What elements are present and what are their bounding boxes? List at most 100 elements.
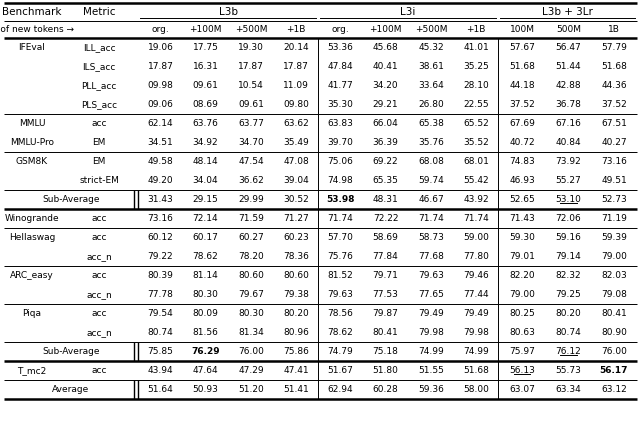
Text: GSM8K: GSM8K	[16, 157, 48, 166]
Text: 51.41: 51.41	[283, 385, 309, 394]
Text: 79.98: 79.98	[418, 328, 444, 337]
Text: 34.92: 34.92	[193, 138, 218, 147]
Text: 51.68: 51.68	[463, 366, 489, 375]
Text: 09.98: 09.98	[148, 81, 173, 90]
Text: 41.01: 41.01	[463, 43, 489, 52]
Text: 74.98: 74.98	[328, 176, 353, 185]
Text: 36.78: 36.78	[556, 100, 581, 109]
Text: 80.60: 80.60	[283, 271, 309, 280]
Text: 75.76: 75.76	[328, 252, 353, 261]
Text: 35.49: 35.49	[283, 138, 309, 147]
Text: EM: EM	[92, 138, 106, 147]
Text: 52.65: 52.65	[509, 195, 535, 204]
Text: 44.36: 44.36	[601, 81, 627, 90]
Text: 36.39: 36.39	[372, 138, 399, 147]
Text: 81.34: 81.34	[238, 328, 264, 337]
Text: 79.22: 79.22	[148, 252, 173, 261]
Text: 79.00: 79.00	[509, 290, 535, 299]
Text: 09.61: 09.61	[238, 100, 264, 109]
Text: 71.74: 71.74	[328, 214, 353, 223]
Text: 60.23: 60.23	[283, 233, 309, 242]
Text: 59.30: 59.30	[509, 233, 535, 242]
Text: 46.93: 46.93	[509, 176, 535, 185]
Text: 62.94: 62.94	[328, 385, 353, 394]
Text: acc: acc	[92, 366, 107, 375]
Text: 48.31: 48.31	[372, 195, 398, 204]
Text: 34.51: 34.51	[148, 138, 173, 147]
Text: 17.75: 17.75	[193, 43, 218, 52]
Text: 35.25: 35.25	[463, 62, 489, 71]
Text: 80.25: 80.25	[509, 309, 535, 318]
Text: +100M: +100M	[189, 25, 221, 34]
Text: acc: acc	[92, 214, 107, 223]
Text: 80.39: 80.39	[148, 271, 173, 280]
Text: Benchmark: Benchmark	[3, 7, 61, 17]
Text: 71.74: 71.74	[463, 214, 489, 223]
Text: 79.38: 79.38	[283, 290, 309, 299]
Text: 62.14: 62.14	[148, 119, 173, 128]
Text: 66.04: 66.04	[372, 119, 398, 128]
Text: 39.04: 39.04	[283, 176, 309, 185]
Text: 82.03: 82.03	[601, 271, 627, 280]
Text: 79.63: 79.63	[328, 290, 353, 299]
Text: 81.56: 81.56	[193, 328, 218, 337]
Text: 55.42: 55.42	[463, 176, 489, 185]
Text: 59.00: 59.00	[463, 233, 489, 242]
Text: 60.12: 60.12	[148, 233, 173, 242]
Text: Metric: Metric	[83, 7, 115, 17]
Text: 59.74: 59.74	[418, 176, 444, 185]
Text: L3i: L3i	[400, 7, 416, 17]
Text: 30.52: 30.52	[283, 195, 309, 204]
Text: +500M: +500M	[235, 25, 268, 34]
Text: 79.49: 79.49	[463, 309, 489, 318]
Text: 33.64: 33.64	[418, 81, 444, 90]
Text: +500M: +500M	[415, 25, 447, 34]
Text: 81.52: 81.52	[328, 271, 353, 280]
Text: 47.41: 47.41	[283, 366, 309, 375]
Text: ILL_acc: ILL_acc	[83, 43, 115, 52]
Text: 75.97: 75.97	[509, 347, 535, 356]
Text: Piqa: Piqa	[22, 309, 42, 318]
Text: 78.36: 78.36	[283, 252, 309, 261]
Text: 79.67: 79.67	[238, 290, 264, 299]
Text: 65.35: 65.35	[372, 176, 399, 185]
Text: 79.14: 79.14	[556, 252, 581, 261]
Text: 34.20: 34.20	[372, 81, 398, 90]
Text: 80.74: 80.74	[556, 328, 581, 337]
Text: acc_n: acc_n	[86, 290, 112, 299]
Text: 59.39: 59.39	[601, 233, 627, 242]
Text: 74.79: 74.79	[328, 347, 353, 356]
Text: L3b + 3Lr: L3b + 3Lr	[542, 7, 593, 17]
Text: 79.71: 79.71	[372, 271, 399, 280]
Text: 37.52: 37.52	[601, 100, 627, 109]
Text: ILS_acc: ILS_acc	[83, 62, 116, 71]
Text: 60.17: 60.17	[193, 233, 218, 242]
Text: 79.08: 79.08	[601, 290, 627, 299]
Text: 10.54: 10.54	[238, 81, 264, 90]
Text: acc: acc	[92, 271, 107, 280]
Text: 77.53: 77.53	[372, 290, 399, 299]
Text: 59.36: 59.36	[418, 385, 444, 394]
Text: 44.18: 44.18	[509, 81, 535, 90]
Text: 67.51: 67.51	[601, 119, 627, 128]
Text: 42.88: 42.88	[556, 81, 581, 90]
Text: 52.73: 52.73	[601, 195, 627, 204]
Text: 80.20: 80.20	[283, 309, 309, 318]
Text: 500M: 500M	[556, 25, 581, 34]
Text: 63.12: 63.12	[601, 385, 627, 394]
Text: # of new tokens →: # of new tokens →	[0, 25, 74, 34]
Text: +1B: +1B	[286, 25, 306, 34]
Text: 45.68: 45.68	[372, 43, 398, 52]
Text: L3b: L3b	[218, 7, 237, 17]
Text: 09.06: 09.06	[148, 100, 173, 109]
Text: 72.14: 72.14	[193, 214, 218, 223]
Text: 63.83: 63.83	[328, 119, 353, 128]
Text: 47.08: 47.08	[283, 157, 309, 166]
Text: Sub-Average: Sub-Average	[42, 195, 100, 204]
Text: 63.77: 63.77	[238, 119, 264, 128]
Text: 49.20: 49.20	[148, 176, 173, 185]
Text: 75.85: 75.85	[148, 347, 173, 356]
Text: 60.28: 60.28	[372, 385, 398, 394]
Text: strict-EM: strict-EM	[79, 176, 119, 185]
Text: 79.46: 79.46	[463, 271, 489, 280]
